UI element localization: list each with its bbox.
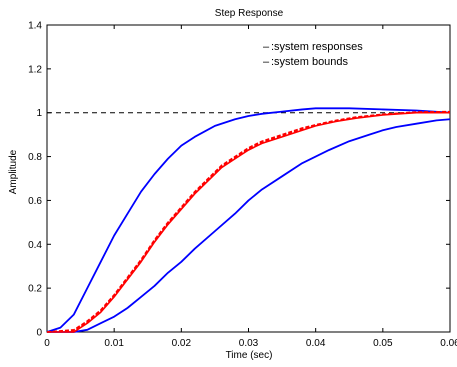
- axis-ticks: 0 0.01 0.02 0.03 0.04 0.05 0.06 0 0.2 0.4 0.6 0.8 1 1…: [28, 21, 457, 350]
- series-line-responses-3: [47, 111, 450, 333]
- y-tick-label: 0.2: [28, 284, 42, 295]
- chart-title: Step Response: [215, 8, 284, 19]
- x-tick-label: 0.05: [373, 338, 393, 349]
- legend-label-2: :system bounds: [271, 56, 349, 68]
- legend-label-1: :system responses: [271, 41, 363, 53]
- legend: – :system responses – :system bounds: [263, 41, 363, 68]
- legend-marker-2: –: [263, 56, 270, 68]
- x-tick-label: 0.03: [239, 338, 259, 349]
- legend-marker-1: –: [263, 41, 270, 53]
- x-tick-label: 0: [44, 338, 50, 349]
- series-line-bounds-2: [47, 118, 451, 333]
- x-tick-label: 0.04: [306, 338, 326, 349]
- y-tick-label: 0.8: [28, 152, 42, 163]
- series-lines: [46, 107, 451, 333]
- y-tick-label: 1.4: [28, 21, 42, 32]
- y-tick-label: 1: [36, 108, 42, 119]
- y-axis-label: Amplitude: [8, 149, 19, 194]
- y-tick-label: 0: [36, 328, 42, 339]
- y-tick-label: 1.2: [28, 64, 42, 75]
- x-tick-label: 0.06: [440, 338, 457, 349]
- x-tick-label: 0.01: [104, 338, 124, 349]
- series-line-bounds-1: [46, 107, 451, 333]
- x-tick-label: 0.02: [172, 338, 192, 349]
- plot-area: [46, 24, 451, 333]
- y-tick-label: 0.4: [28, 240, 42, 251]
- x-axis-label: Time (sec): [226, 350, 273, 361]
- y-tick-label: 0.6: [28, 196, 42, 207]
